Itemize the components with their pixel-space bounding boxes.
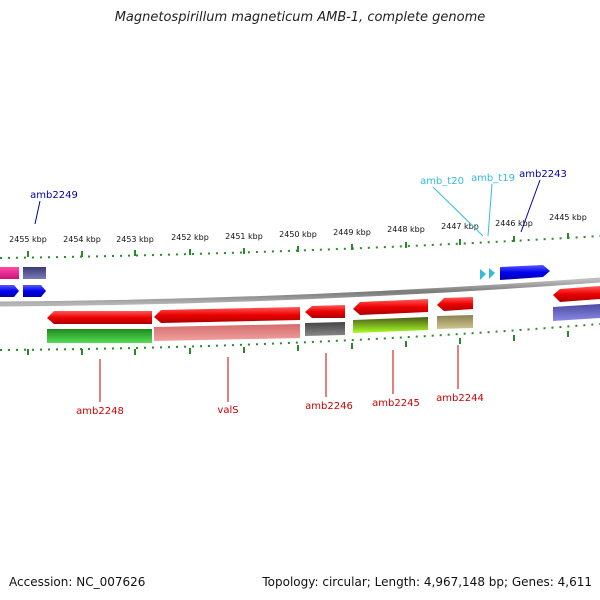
gene-arrow-amb2243 bbox=[500, 265, 550, 280]
scale-label: 2452 kbp bbox=[171, 233, 209, 242]
scale-label: 2453 kbp bbox=[116, 235, 154, 244]
gene-label-amb2244: amb2244 bbox=[436, 393, 484, 404]
forward-strand-features bbox=[0, 265, 550, 297]
gene-arrow bbox=[0, 285, 19, 297]
gene-track-amb2244 bbox=[437, 315, 473, 329]
accession-text: Accession: NC_007626 bbox=[9, 575, 146, 589]
gene-track-amb2245 bbox=[353, 317, 428, 333]
scale-label: 2454 kbp bbox=[63, 235, 101, 244]
scale-label: 2455 kbp bbox=[9, 235, 47, 244]
lower-tick-ring bbox=[0, 323, 600, 355]
scale-label: 2449 kbp bbox=[333, 228, 371, 237]
gene-label-amb2249: amb2249 bbox=[30, 190, 78, 201]
gene-track bbox=[553, 304, 600, 321]
gene-label-amb2245: amb2245 bbox=[372, 398, 420, 409]
gene-track-amb2246 bbox=[305, 322, 345, 336]
genome-summary-text: Topology: circular; Length: 4,967,148 bp… bbox=[262, 575, 592, 589]
trna-marker bbox=[489, 268, 495, 279]
bottom-leader-lines bbox=[99, 345, 459, 402]
gene-arrow-valS bbox=[154, 307, 300, 323]
gene-label-amb2246: amb2246 bbox=[305, 401, 353, 412]
gene-arrow bbox=[23, 267, 46, 279]
gene-track-amb2248 bbox=[47, 329, 152, 343]
scale-labels: 2455 kbp 2454 kbp 2453 kbp 2452 kbp 2451… bbox=[9, 213, 587, 244]
gene-label-valS: valS bbox=[217, 405, 238, 416]
gene-track-valS bbox=[154, 324, 300, 341]
scale-label: 2448 kbp bbox=[387, 225, 425, 234]
gene-arrow bbox=[553, 286, 600, 302]
gene-arrow-amb2245 bbox=[353, 299, 428, 315]
gene-label-amb_t19: amb_t19 bbox=[471, 173, 515, 184]
scale-label: 2446 kbp bbox=[495, 219, 533, 228]
gene-arrow-amb2248 bbox=[47, 311, 152, 324]
gene-arrow-amb2246 bbox=[305, 305, 345, 318]
reverse-strand-features bbox=[47, 286, 600, 343]
trna-marker bbox=[480, 269, 486, 280]
gene-arrow bbox=[23, 285, 46, 297]
top-leader-lines bbox=[34, 179, 541, 237]
gene-label-amb2248: amb2248 bbox=[76, 406, 124, 417]
gene-arrow-amb2244 bbox=[437, 297, 473, 311]
scale-label: 2450 kbp bbox=[279, 230, 317, 239]
top-labels: amb2249 amb_t20 amb_t19 amb2243 bbox=[30, 169, 567, 201]
bottom-labels: amb2248 valS amb2246 amb2245 amb2244 bbox=[76, 393, 484, 417]
upper-tick-ring bbox=[0, 233, 600, 259]
scale-label: 2445 kbp bbox=[549, 213, 587, 222]
gene-label-amb2243: amb2243 bbox=[519, 169, 567, 180]
scale-label: 2447 kbp bbox=[441, 222, 479, 231]
scale-label: 2451 kbp bbox=[225, 232, 263, 241]
gene-label-amb_t20: amb_t20 bbox=[420, 176, 464, 187]
gene-arrow bbox=[0, 267, 19, 279]
map-title: Magnetospirillum magneticum AMB-1, compl… bbox=[114, 10, 486, 25]
genome-backbone bbox=[0, 277, 600, 307]
